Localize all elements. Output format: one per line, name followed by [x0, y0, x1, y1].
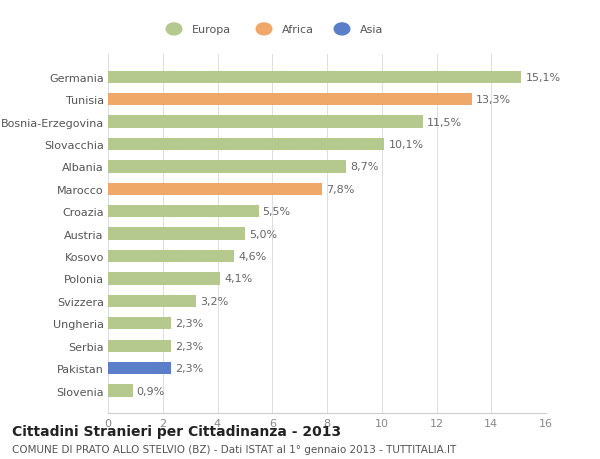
Bar — [108, 273, 220, 285]
Text: 2,3%: 2,3% — [175, 341, 203, 351]
Text: 7,8%: 7,8% — [326, 185, 354, 194]
Bar — [108, 318, 171, 330]
Text: COMUNE DI PRATO ALLO STELVIO (BZ) - Dati ISTAT al 1° gennaio 2013 - TUTTITALIA.I: COMUNE DI PRATO ALLO STELVIO (BZ) - Dati… — [12, 444, 456, 454]
Text: 11,5%: 11,5% — [427, 117, 462, 127]
Text: 13,3%: 13,3% — [476, 95, 511, 105]
Bar — [108, 228, 245, 240]
Text: 5,5%: 5,5% — [263, 207, 291, 217]
Bar — [108, 161, 346, 173]
Text: Cittadini Stranieri per Cittadinanza - 2013: Cittadini Stranieri per Cittadinanza - 2… — [12, 425, 341, 438]
Bar — [108, 295, 196, 308]
Bar — [108, 385, 133, 397]
Bar — [108, 116, 423, 129]
Bar — [108, 183, 322, 196]
Bar — [108, 340, 171, 352]
Bar — [108, 206, 259, 218]
Text: Africa: Africa — [282, 25, 314, 35]
Bar — [108, 71, 521, 84]
Bar — [108, 94, 472, 106]
Text: 2,3%: 2,3% — [175, 319, 203, 329]
Text: 15,1%: 15,1% — [526, 73, 560, 83]
Text: 4,6%: 4,6% — [238, 252, 266, 262]
Bar — [108, 250, 234, 263]
Bar — [108, 139, 385, 151]
Text: 4,1%: 4,1% — [224, 274, 253, 284]
Text: 10,1%: 10,1% — [389, 140, 424, 150]
Text: Europa: Europa — [192, 25, 231, 35]
Text: 5,0%: 5,0% — [249, 229, 277, 239]
Bar — [108, 362, 171, 375]
Text: 0,9%: 0,9% — [137, 386, 165, 396]
Text: 8,7%: 8,7% — [350, 162, 379, 172]
Text: Asia: Asia — [360, 25, 383, 35]
Text: 3,2%: 3,2% — [200, 296, 228, 306]
Text: 2,3%: 2,3% — [175, 364, 203, 373]
